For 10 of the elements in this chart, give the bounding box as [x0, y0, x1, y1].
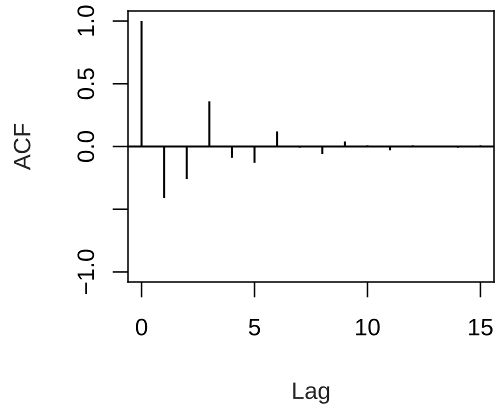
- x-tick-label: 5: [248, 318, 260, 336]
- y-tick-label: 1.0: [77, 6, 94, 36]
- x-axis-title: Lag: [293, 382, 330, 404]
- y-tick-label: 0.5: [77, 68, 94, 100]
- y-tick-label: −1.0: [77, 250, 94, 294]
- x-tick-label: 0: [136, 318, 148, 336]
- y-tick-label: 0.0: [77, 131, 94, 162]
- y-axis-title: ACF: [14, 124, 30, 170]
- x-tick-label: 10: [356, 318, 380, 336]
- x-tick-label: 15: [469, 318, 493, 336]
